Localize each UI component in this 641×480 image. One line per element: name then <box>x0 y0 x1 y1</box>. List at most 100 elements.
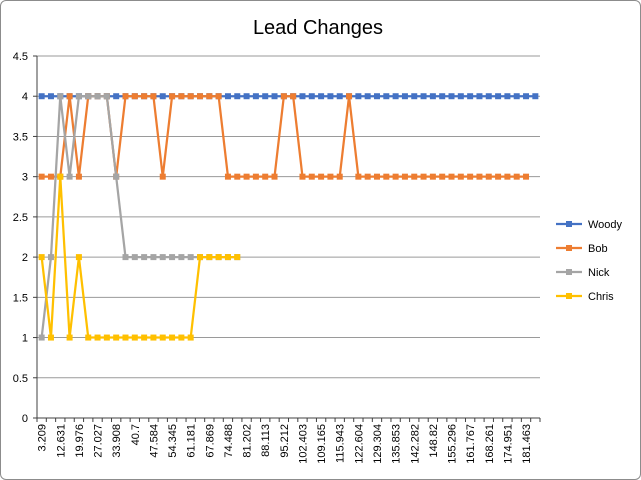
data-point <box>169 93 176 100</box>
data-point <box>243 93 250 100</box>
legend-item-bob: Bob <box>556 243 608 255</box>
data-point <box>206 254 213 261</box>
data-point <box>299 173 306 180</box>
data-point <box>401 93 408 100</box>
data-point <box>262 93 269 100</box>
x-tick-label: 168.261 <box>484 424 496 464</box>
data-point <box>271 93 278 100</box>
data-point <box>141 334 148 341</box>
x-tick-label: 161.767 <box>465 424 477 464</box>
data-point <box>252 93 259 100</box>
data-point <box>346 93 353 100</box>
data-point <box>495 173 502 180</box>
data-point <box>159 334 166 341</box>
data-point <box>448 173 455 180</box>
x-tick-label: 61.181 <box>186 424 198 458</box>
legend-item-chris: Chris <box>556 291 614 303</box>
y-tick-label: 4.5 <box>13 51 28 63</box>
data-point <box>448 93 455 100</box>
data-point <box>420 173 427 180</box>
data-point <box>103 93 110 100</box>
data-point <box>169 254 176 261</box>
data-point <box>141 93 148 100</box>
data-point <box>38 254 45 261</box>
data-point <box>131 334 138 341</box>
data-point <box>47 173 54 180</box>
data-point <box>131 254 138 261</box>
chart-title: Lead Changes <box>253 17 383 39</box>
y-tick-label: 0 <box>22 413 28 425</box>
y-tick-label: 0.5 <box>13 373 28 385</box>
x-tick-label: 33.908 <box>111 424 123 458</box>
data-point <box>262 173 269 180</box>
data-point <box>85 93 92 100</box>
data-point <box>159 173 166 180</box>
data-point <box>47 93 54 100</box>
x-tick-label: 67.869 <box>204 424 216 458</box>
data-point <box>271 173 278 180</box>
data-point <box>206 93 213 100</box>
data-point <box>47 334 54 341</box>
data-point <box>178 254 185 261</box>
x-tick-label: 27.027 <box>93 424 105 458</box>
x-tick-label: 74.488 <box>223 424 235 458</box>
data-point <box>495 93 502 100</box>
data-point <box>234 173 241 180</box>
data-point <box>411 93 418 100</box>
data-point <box>373 173 380 180</box>
data-point <box>131 93 138 100</box>
x-tick-label: 122.604 <box>353 424 365 464</box>
data-point <box>364 93 371 100</box>
data-point <box>429 173 436 180</box>
y-tick-label: 4 <box>22 91 28 103</box>
gridlines <box>37 55 540 379</box>
data-point <box>187 93 194 100</box>
y-tick-label: 2.5 <box>13 212 28 224</box>
legend: Woody Bob Nick Chris <box>556 219 623 303</box>
data-point <box>159 254 166 261</box>
data-point <box>197 254 204 261</box>
series-bob <box>38 93 530 180</box>
data-point <box>504 173 511 180</box>
data-point <box>513 93 520 100</box>
data-point <box>47 254 54 261</box>
y-tick-label: 3 <box>22 172 28 184</box>
data-point <box>85 334 92 341</box>
x-tick-label: 95.212 <box>279 424 291 458</box>
data-point <box>280 93 287 100</box>
legend-label: Bob <box>588 243 608 255</box>
data-point <box>429 93 436 100</box>
data-point <box>150 93 157 100</box>
axes: 0 0.5 1 1.5 2 2.5 3 3.5 4 4.5 3.209 12.631 19.976 27.… <box>13 51 541 464</box>
data-point <box>75 93 82 100</box>
data-point <box>327 173 334 180</box>
x-tick-label: 109.165 <box>316 424 328 464</box>
data-point <box>169 334 176 341</box>
x-tick-label: 81.202 <box>242 424 254 458</box>
x-tick-label: 142.282 <box>409 424 421 464</box>
data-point <box>94 334 101 341</box>
data-point <box>66 173 73 180</box>
x-tick-label: 129.304 <box>372 424 384 464</box>
data-point <box>224 173 231 180</box>
legend-marker <box>566 269 572 275</box>
legend-marker <box>566 293 572 299</box>
data-point <box>401 173 408 180</box>
data-point <box>122 334 129 341</box>
data-point <box>327 93 334 100</box>
data-point <box>392 93 399 100</box>
data-point <box>355 93 362 100</box>
data-point <box>485 173 492 180</box>
data-point <box>308 93 315 100</box>
data-point <box>336 173 343 180</box>
data-point <box>457 93 464 100</box>
data-point <box>290 93 297 100</box>
data-point <box>476 173 483 180</box>
data-point <box>150 254 157 261</box>
data-point <box>243 173 250 180</box>
data-point <box>224 93 231 100</box>
data-point <box>57 173 64 180</box>
x-tick-label: 102.403 <box>297 424 309 464</box>
x-tick-label: 54.345 <box>167 424 179 458</box>
